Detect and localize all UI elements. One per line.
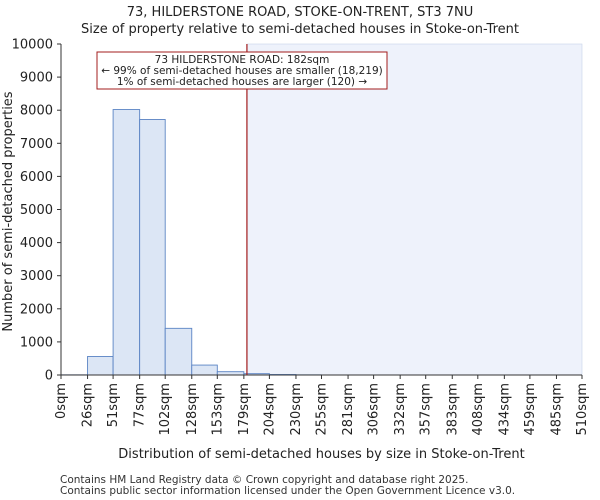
histogram-bar — [139, 119, 166, 376]
x-tick-label: 485sqm — [549, 383, 564, 436]
footer-copyright-line: Contains HM Land Registry data © Crown c… — [60, 474, 469, 486]
x-tick-label: 128sqm — [185, 383, 200, 436]
histogram-bar — [191, 364, 218, 376]
annotation-line-3: 1% of semi-detached houses are larger (1… — [117, 76, 368, 88]
histogram-bars — [60, 109, 322, 376]
x-tick-label: 459sqm — [523, 383, 538, 436]
annotation-box — [96, 51, 388, 90]
y-tick-label: 3000 — [20, 269, 53, 284]
x-tick-label: 408sqm — [471, 383, 486, 436]
y-tick-label: 1000 — [20, 335, 53, 350]
x-tick-label: 434sqm — [497, 383, 512, 436]
x-tick-label: 383sqm — [445, 383, 460, 436]
x-tick-label: 26sqm — [81, 383, 96, 427]
x-tick-label: 332sqm — [393, 383, 408, 436]
footer-licence-line: Contains public sector information licen… — [60, 485, 516, 497]
y-tick-label: 0 — [45, 369, 53, 384]
histogram-chart: 0 1000 2000 3000 4000 5000 6000 7000 8000 9000 100… — [1, 38, 590, 463]
x-tick-label: 179sqm — [237, 383, 252, 436]
x-tick-label: 306sqm — [367, 383, 382, 436]
x-tick-label: 230sqm — [289, 383, 304, 436]
x-tick-label: 510sqm — [575, 383, 590, 436]
y-tick-label: 10000 — [12, 38, 53, 53]
y-tick-label: 4000 — [20, 236, 53, 251]
histogram-bar — [112, 109, 141, 376]
x-tick-label: 77sqm — [133, 383, 148, 427]
x-tick-label: 102sqm — [158, 383, 173, 436]
y-tick-label: 9000 — [20, 71, 53, 86]
x-tick-label: 281sqm — [341, 383, 356, 436]
larger-than-property-region — [246, 43, 583, 376]
x-tick-label: 204sqm — [262, 383, 277, 436]
histogram-bar — [164, 327, 193, 376]
y-tick-label: 6000 — [20, 170, 53, 185]
chart-subtitle: Size of property relative to semi-detach… — [81, 22, 519, 37]
chart-title-address: 73, HILDERSTONE ROAD, STOKE-ON-TRENT, ST… — [126, 5, 474, 20]
x-tick-label: 255sqm — [315, 383, 330, 436]
x-tick-label: 153sqm — [210, 383, 225, 436]
annotation-line-2: ← 99% of semi-detached houses are smalle… — [101, 65, 383, 77]
y-tick-label: 7000 — [20, 137, 53, 152]
y-axis-label: Number of semi-detached properties — [1, 91, 16, 331]
x-tick-label: 0sqm — [54, 383, 69, 419]
x-tick-label: 51sqm — [106, 383, 121, 427]
y-tick-label: 2000 — [20, 302, 53, 317]
y-tick-label: 8000 — [20, 104, 53, 119]
annotation-line-1: 73 HILDERSTONE ROAD: 182sqm — [155, 54, 330, 66]
x-axis-ticks: 0sqm 26sqm 51sqm 77sqm 102sqm 128sqm 153sqm 179… — [54, 375, 590, 436]
x-axis-label: Distribution of semi-detached houses by … — [118, 447, 524, 462]
y-tick-label: 5000 — [20, 203, 53, 218]
y-axis-ticks: 0 1000 2000 3000 4000 5000 6000 7000 8000 9000 100… — [12, 38, 61, 384]
x-tick-label: 357sqm — [419, 383, 434, 436]
histogram-bar — [87, 356, 114, 376]
